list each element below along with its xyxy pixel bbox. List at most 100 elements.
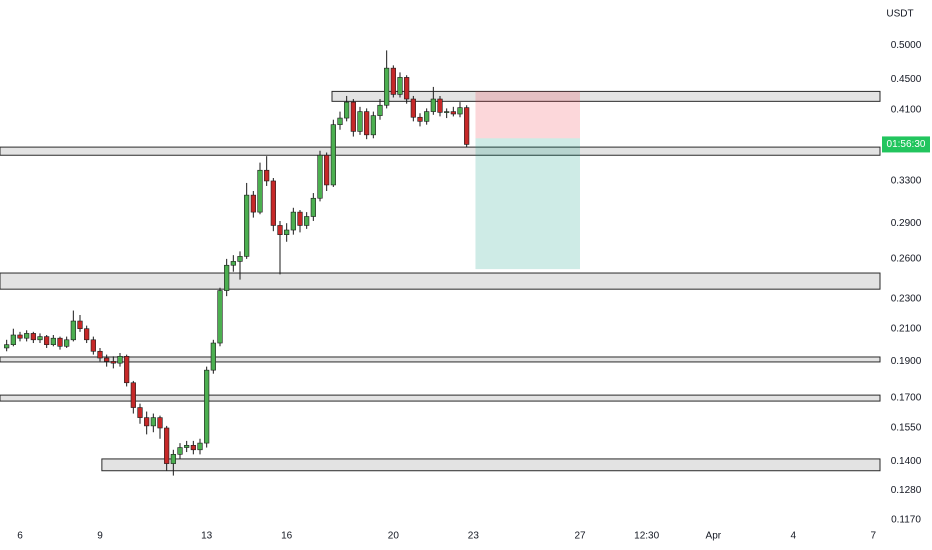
candle-body [197, 442, 203, 451]
candle-body [44, 336, 50, 345]
candle-body [237, 256, 243, 262]
zone [0, 356, 881, 363]
candle-body [137, 407, 143, 418]
zones [0, 90, 881, 472]
zone [101, 458, 881, 472]
candle-body [77, 320, 83, 330]
candle-body [410, 98, 416, 118]
candle-body [170, 454, 176, 464]
candle-body [84, 328, 90, 341]
x-tick-label: 9 [97, 531, 103, 542]
y-tick-label: 0.2600 [891, 254, 922, 265]
x-tick-label: 20 [388, 531, 400, 542]
y-tick-label: 0.4500 [891, 74, 922, 85]
candle-body [417, 116, 423, 122]
candle-body [64, 339, 70, 347]
y-tick-label: 0.2300 [891, 294, 922, 305]
position-tool [475, 91, 580, 270]
candle-body [370, 115, 376, 136]
target-zone [475, 138, 580, 270]
x-tick-label: Apr [706, 531, 722, 542]
candle-body [310, 197, 316, 217]
candle-body [157, 417, 163, 429]
candle-body [457, 107, 463, 115]
candle-body [184, 445, 190, 448]
candle-body [130, 382, 136, 408]
candle-body [304, 216, 310, 226]
candle-body [284, 229, 290, 235]
candle-body [37, 336, 43, 341]
candle-body [110, 361, 116, 364]
x-tick-label: 12:30 [634, 531, 659, 542]
candle-body [164, 427, 170, 464]
candle-body [70, 320, 76, 341]
candle-body [344, 101, 350, 119]
candle-body [277, 225, 283, 235]
x-tick-label: 13 [201, 531, 213, 542]
x-tick-label: 23 [468, 531, 480, 542]
candle-body [124, 356, 130, 384]
candle-body [250, 194, 256, 213]
y-tick-label: 0.1900 [891, 356, 922, 367]
zone [0, 146, 881, 156]
y-tick-label: 0.1700 [891, 392, 922, 403]
y-tick-label: 0.1550 [891, 423, 922, 434]
candle-body [24, 333, 30, 339]
candle-body [4, 344, 10, 349]
candle-body [364, 111, 370, 136]
y-tick-label: 0.2100 [891, 323, 922, 334]
candle-body [17, 334, 23, 339]
candle-body [10, 334, 16, 345]
candle-body [444, 111, 450, 113]
candle-body [297, 211, 303, 226]
candle-body [424, 111, 430, 122]
candle-body [377, 104, 383, 116]
candle-body [30, 333, 36, 341]
candle-body [210, 342, 216, 371]
candle-body [50, 337, 56, 345]
candle-body [324, 154, 330, 186]
zone [331, 90, 881, 102]
y-tick-label: 0.4100 [891, 105, 922, 116]
candle-body [204, 369, 210, 444]
y-tick-label: 0.2900 [891, 218, 922, 229]
x-tick-label: 7 [871, 531, 877, 542]
candle-body [450, 111, 456, 115]
y-tick-label: 0.1280 [891, 485, 922, 496]
timer-label: 01:56:30 [887, 139, 926, 150]
zone [0, 272, 881, 290]
candle-body [350, 101, 356, 132]
candle-body [97, 350, 103, 359]
timer-box [882, 136, 930, 153]
candle-body [244, 194, 250, 257]
candle-body [217, 290, 223, 344]
candle-body [224, 264, 230, 291]
candle-body [177, 447, 183, 455]
candle-body [57, 337, 63, 347]
candle-body [404, 77, 410, 100]
candle-body [117, 356, 123, 364]
candle-body [257, 169, 263, 213]
x-tick-label: 6 [17, 531, 23, 542]
candle-body [144, 417, 150, 427]
x-tick-label: 16 [281, 531, 293, 542]
candle-body [90, 339, 96, 352]
candle-body [430, 98, 436, 112]
candle-body [150, 417, 156, 427]
y-tick-label: 0.3300 [891, 176, 922, 187]
candles [4, 50, 470, 476]
candle-body [264, 169, 270, 182]
candle-body [290, 211, 296, 231]
candle-body [317, 154, 323, 199]
candle-body [190, 445, 196, 451]
candle-body [230, 261, 236, 266]
candle-body [337, 117, 343, 125]
candle-body [397, 77, 403, 95]
y-tick-label: 0.1170 [891, 515, 921, 526]
candle-body [357, 111, 363, 132]
y-tick-label: 0.5000 [891, 40, 922, 51]
candle-body [437, 98, 443, 113]
candle-body [330, 124, 336, 186]
y-tick-label: 0.1400 [891, 456, 922, 467]
